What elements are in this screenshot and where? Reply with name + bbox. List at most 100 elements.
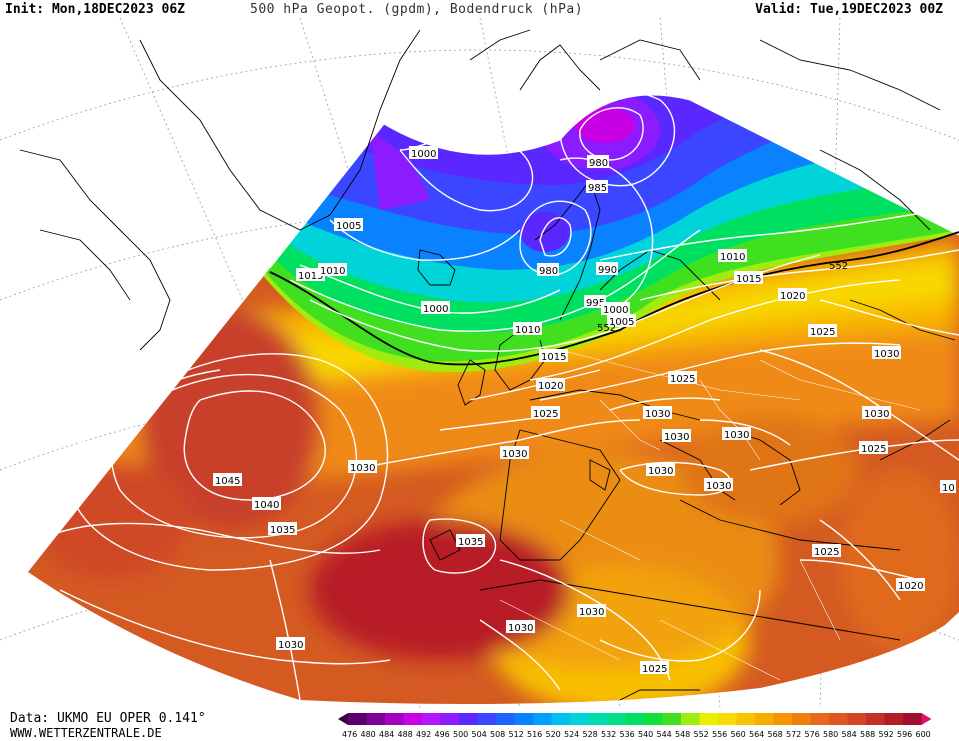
legend-tick-label: 504 — [472, 730, 487, 739]
svg-text:1030: 1030 — [648, 466, 673, 477]
isobar-label: 1030 — [276, 637, 305, 651]
valid-time: Valid: Tue,19DEC2023 00Z — [755, 2, 943, 17]
isobar-label: 1035 — [456, 534, 485, 548]
geopotential-552-line — [269, 231, 959, 366]
isobar-label: 1030 — [500, 446, 529, 460]
svg-text:1005: 1005 — [609, 317, 634, 328]
svg-text:1000: 1000 — [411, 149, 436, 160]
svg-text:1020: 1020 — [538, 381, 563, 392]
color-legend: 476 480 484 488 492 496 500 504 508 512 516 520 524 5… — [338, 713, 932, 739]
svg-text:1010: 1010 — [720, 252, 745, 263]
svg-text:1025: 1025 — [814, 547, 839, 558]
isobar-label: 1000 — [409, 146, 438, 160]
svg-text:1045: 1045 — [215, 476, 240, 487]
isobar-label: 995 — [584, 295, 606, 309]
legend-swatch — [718, 713, 737, 725]
legend-swatch — [866, 713, 885, 725]
legend-swatch — [662, 713, 681, 725]
isobar-label: 1030 — [722, 427, 751, 441]
legend-swatch — [422, 713, 441, 725]
isobar-label: 1025 — [531, 406, 560, 420]
isobar-label: 1025 — [812, 544, 841, 558]
svg-text:1020: 1020 — [898, 581, 923, 592]
legend-tick-label: 516 — [527, 730, 542, 739]
svg-text:1000: 1000 — [423, 304, 448, 315]
isobar-label: 10 — [940, 480, 956, 494]
isobar-label: 1030 — [506, 620, 535, 634]
legend-swatch — [403, 713, 422, 725]
chart-title: 500 hPa Geopot. (gpdm), Bodendruck (hPa) — [250, 2, 584, 17]
isobar-label: 1035 — [268, 522, 297, 536]
isobar-labels: 1000 1005 1015 1010 980 985 980 990 995 … — [213, 146, 956, 675]
svg-text:1030: 1030 — [278, 640, 303, 651]
legend-swatch — [366, 713, 385, 725]
legend-tick-label: 572 — [786, 730, 801, 739]
svg-text:1030: 1030 — [502, 449, 527, 460]
isobar-label: 1005 — [334, 218, 363, 232]
legend-swatch — [477, 713, 496, 725]
legend-tick-label: 532 — [601, 730, 616, 739]
svg-text:1025: 1025 — [670, 374, 695, 385]
isobar-label: 1015 — [539, 349, 568, 363]
legend-swatch — [847, 713, 866, 725]
data-source: Data: UKMO EU OPER 0.141° — [10, 711, 206, 726]
geopot-label: 552 — [829, 261, 848, 272]
svg-text:995: 995 — [586, 298, 605, 309]
website-credit: WWW.WETTERZENTRALE.DE — [10, 726, 162, 740]
legend-tick-label: 524 — [564, 730, 579, 739]
isobar-label: 1020 — [896, 578, 925, 592]
legend-swatch — [736, 713, 755, 725]
svg-text:1025: 1025 — [642, 664, 667, 675]
init-time: Init: Mon,18DEC2023 06Z — [5, 2, 186, 17]
legend-tick-label: 488 — [398, 730, 413, 739]
legend-swatch — [570, 713, 589, 725]
svg-text:1000: 1000 — [603, 305, 628, 316]
isobar-label: 1025 — [640, 661, 669, 675]
legend-swatch — [625, 713, 644, 725]
svg-text:1010: 1010 — [515, 325, 540, 336]
svg-text:1040: 1040 — [254, 500, 279, 511]
weather-map: 1000 1005 1015 1010 980 985 980 990 995 … — [0, 18, 959, 708]
isobar-label: 1045 — [213, 473, 242, 487]
isobar-label: 1030 — [704, 478, 733, 492]
svg-text:1025: 1025 — [533, 409, 558, 420]
isobar-label: 1010 — [318, 263, 347, 277]
legend-swatch — [440, 713, 459, 725]
isobar-label: 980 — [537, 263, 559, 277]
svg-text:1035: 1035 — [458, 537, 483, 548]
legend-tick-label: 548 — [675, 730, 690, 739]
svg-text:1010: 1010 — [320, 266, 345, 277]
svg-text:1030: 1030 — [664, 432, 689, 443]
legend-tick-label: 496 — [435, 730, 450, 739]
isobar-label: 1015 — [734, 271, 763, 285]
legend-swatch — [533, 713, 552, 725]
legend-tick-label: 588 — [860, 730, 875, 739]
legend-swatch — [644, 713, 663, 725]
isobar-label: 1030 — [577, 604, 606, 618]
legend-tick-label: 520 — [546, 730, 561, 739]
isobar-label: 1000 — [601, 302, 630, 316]
svg-text:1005: 1005 — [336, 221, 361, 232]
svg-text:1015: 1015 — [298, 271, 323, 282]
svg-text:1030: 1030 — [350, 463, 375, 474]
legend-tick-label: 536 — [620, 730, 635, 739]
geopot-label: 552 — [597, 323, 616, 334]
svg-text:1030: 1030 — [645, 409, 670, 420]
legend-swatch — [459, 713, 478, 725]
legend-tick-label: 580 — [823, 730, 838, 739]
legend-swatch — [699, 713, 718, 725]
isobar-label: 1030 — [862, 406, 891, 420]
isobar-label: 1025 — [808, 324, 837, 338]
isobar-label: 1025 — [859, 441, 888, 455]
isobar-label: 1020 — [536, 378, 565, 392]
svg-text:1030: 1030 — [874, 349, 899, 360]
isobar-label: 1015 — [296, 268, 325, 282]
isobar-label: 990 — [596, 262, 618, 276]
legend-swatch — [514, 713, 533, 725]
svg-text:1015: 1015 — [541, 352, 566, 363]
legend-swatch — [348, 713, 367, 725]
legend-tick-label: 592 — [879, 730, 894, 739]
legend-swatch — [884, 713, 903, 725]
legend-swatch — [551, 713, 570, 725]
svg-text:1025: 1025 — [861, 444, 886, 455]
